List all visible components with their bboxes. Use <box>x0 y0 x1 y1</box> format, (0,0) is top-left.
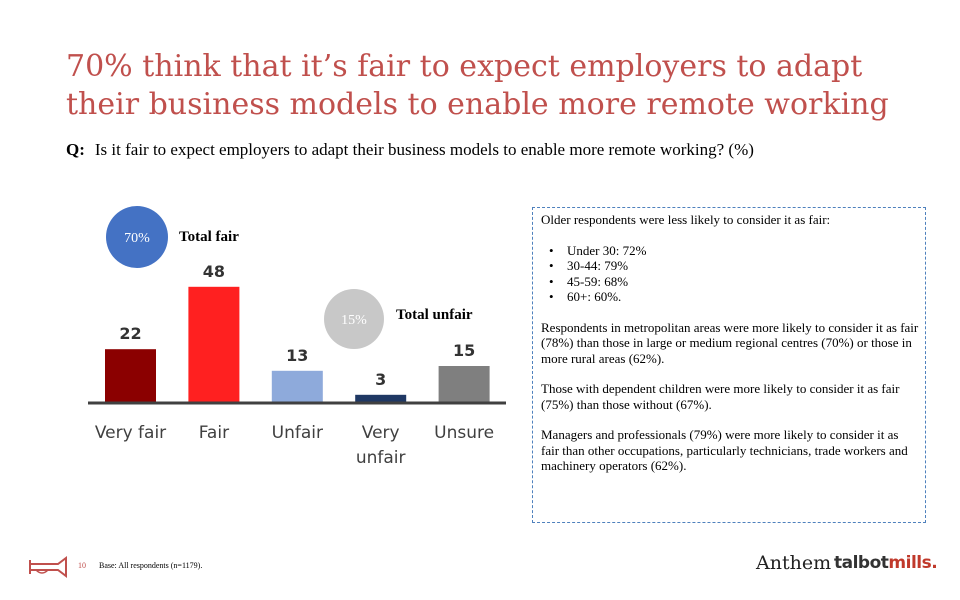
data-label: 15 <box>453 341 475 360</box>
mills-logo-text: mills. <box>888 553 938 573</box>
bar-unfair <box>271 370 323 402</box>
notes-paragraph: Respondents in metropolitan areas were m… <box>541 319 919 366</box>
talbot-logo-text: talbot <box>834 553 889 573</box>
question: Q: Is it fair to expect employers to adap… <box>66 140 754 160</box>
question-label: Q: <box>66 140 85 159</box>
base-note: Base: All respondents (n=1179). <box>99 561 203 570</box>
anthem-logo: Anthem <box>756 552 832 574</box>
total-fair-annotation: 70% Total fair <box>106 206 239 268</box>
bar-fair <box>188 286 240 402</box>
x-tick-labels: Very fair Fair Unfair Very unfair Unsure <box>95 423 494 468</box>
bar-very-fair <box>105 349 156 402</box>
trumpet-icon <box>29 556 67 578</box>
page-number: 10 <box>78 561 86 570</box>
data-label: 22 <box>119 324 141 343</box>
total-unfair-label: Total unfair <box>396 307 473 323</box>
notes-paragraph: Those with dependent children were more … <box>541 381 900 412</box>
total-fair-value: 70% <box>124 231 150 246</box>
total-unfair-annotation: 15% Total unfair <box>324 289 473 349</box>
x-tick-label: unfair <box>356 448 406 468</box>
page-title: 70% think that it’s fair to expect emplo… <box>66 49 889 122</box>
data-label: 13 <box>286 346 308 365</box>
list-item: 60+: 60%. <box>549 289 919 305</box>
talbotmills-logo: talbotmills. <box>834 553 938 573</box>
total-fair-bubble <box>106 206 168 268</box>
question-text: Is it fair to expect employers to adapt … <box>94 140 754 159</box>
x-tick-label: Very <box>362 423 400 443</box>
x-tick-label: Very fair <box>95 423 166 443</box>
list-item: 45-59: 68% <box>549 274 919 290</box>
notes-age-list: Under 30: 72% 30-44: 79% 45-59: 68% 60+:… <box>541 243 919 305</box>
total-fair-label: Total fair <box>179 229 239 245</box>
bars-group: 22 48 13 3 15 <box>105 262 490 402</box>
x-tick-label: Fair <box>199 423 229 443</box>
notes-panel: Older respondents were less likely to co… <box>532 207 926 523</box>
x-tick-label: Unfair <box>272 423 323 443</box>
data-label: 3 <box>375 370 386 389</box>
bar-unsure <box>438 366 490 402</box>
data-label: 48 <box>203 262 225 281</box>
bar-chart: 22 48 13 3 15 Very fair Fair Unfair Very unfair U… <box>88 206 506 468</box>
bar-very-unfair <box>355 394 407 402</box>
list-item: Under 30: 72% <box>549 243 919 259</box>
x-tick-label: Unsure <box>434 423 494 443</box>
total-unfair-bubble <box>324 289 384 349</box>
total-unfair-value: 15% <box>341 313 367 328</box>
notes-paragraph: Managers and professionals (79%) were mo… <box>541 427 908 473</box>
notes-intro: Older respondents were less likely to co… <box>541 212 831 227</box>
list-item: 30-44: 79% <box>549 258 919 274</box>
